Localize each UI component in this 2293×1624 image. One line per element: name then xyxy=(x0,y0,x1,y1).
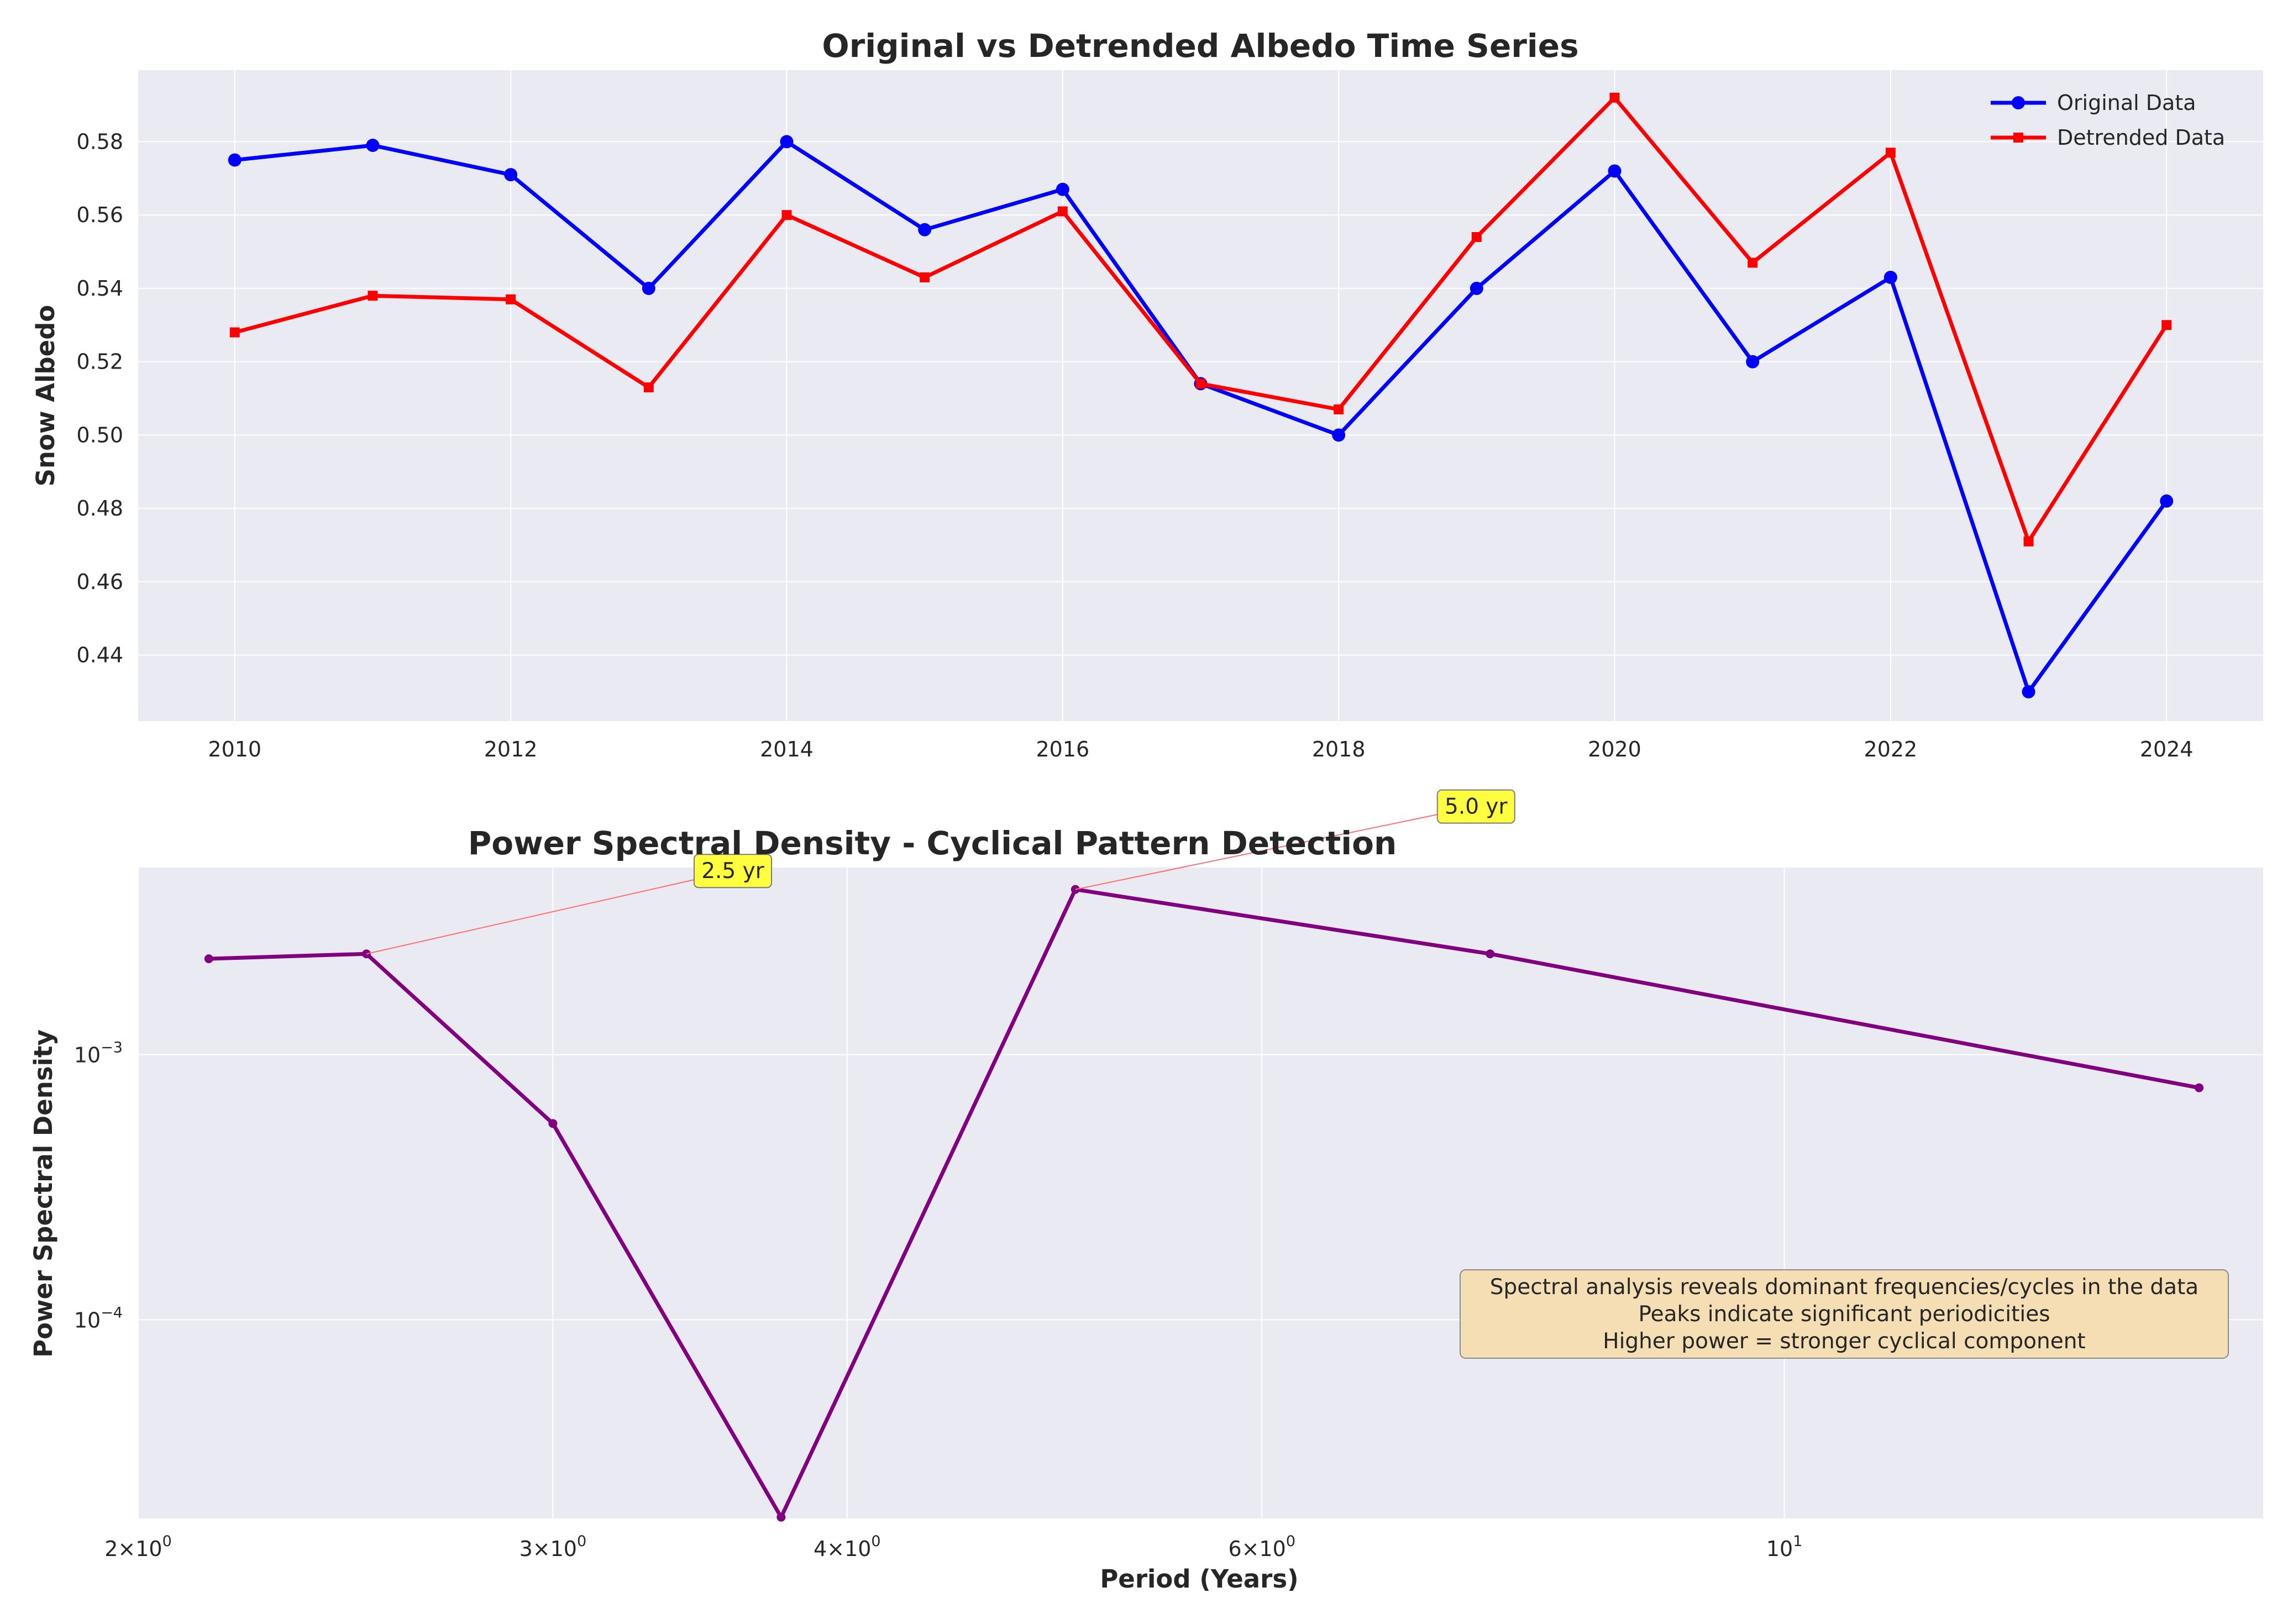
time-series-chart: 2010 2012 2014 2016 2018 2020 2022 2024 0.440.4… xyxy=(31,27,2263,761)
x-tick-label: 2012 xyxy=(484,737,538,761)
note-line-1: Spectral analysis reveals dominant frequ… xyxy=(1490,1275,2198,1300)
y-tick-label: 0.58 xyxy=(76,129,123,154)
detrended-data-point xyxy=(368,291,378,301)
time-series-data xyxy=(228,92,2174,698)
psd-x-axis-label: Period (Years) xyxy=(1100,1564,1298,1594)
detrended-data-point xyxy=(920,272,930,282)
annotation-label: 2.5 yr xyxy=(701,859,765,884)
x-tick-label: 2018 xyxy=(1312,737,1366,761)
detrended-data-point xyxy=(1195,379,1206,389)
psd-title: Power Spectral Density - Cyclical Patter… xyxy=(468,824,1397,862)
y-tick-label: 0.54 xyxy=(76,276,123,301)
detrended-data-point xyxy=(1748,257,1758,268)
x-tick-label: 2024 xyxy=(2140,737,2194,761)
y-tick-label: 0.46 xyxy=(76,570,123,594)
psd-x-ticks: 2×100 3×100 4×100 6×100 101 xyxy=(104,1533,1802,1561)
original-data-point xyxy=(1470,281,1483,295)
annotation-arrow xyxy=(1075,806,1477,890)
x-tick-label: 2020 xyxy=(1588,737,1641,761)
time-series-legend: Original Data Detrended Data xyxy=(1991,91,2225,150)
psd-data-point xyxy=(204,954,213,964)
y-tick-label: 10−4 xyxy=(74,1304,123,1332)
detrended-data-point xyxy=(1057,206,1068,217)
x-tick-label: 2×100 xyxy=(104,1533,172,1561)
x-tick-label: 6×100 xyxy=(1228,1533,1295,1561)
psd-data-point xyxy=(548,1119,558,1128)
original-data-point xyxy=(2160,494,2174,508)
original-data-point xyxy=(1056,182,1069,196)
original-data-point xyxy=(504,168,518,182)
original-data-point xyxy=(366,139,380,153)
annotation-box xyxy=(1436,789,1515,824)
original-data-point xyxy=(1608,164,1622,178)
psd-data-point xyxy=(776,1512,786,1522)
time-series-y-ticks: 0.44 0.46 0.48 0.50 0.52 0.54 0.56 0.58 xyxy=(76,129,123,667)
original-data-point xyxy=(918,223,932,236)
psd-grid xyxy=(138,868,2263,1518)
legend-original-label: Original Data xyxy=(2057,91,2196,115)
time-series-y-axis-label: Snow Albedo xyxy=(31,305,60,487)
time-series-x-ticks: 2010 2012 2014 2016 2018 2020 2022 2024 xyxy=(208,737,2193,761)
x-tick-label: 101 xyxy=(1766,1533,1803,1561)
note-line-2: Peaks indicate significant periodicities xyxy=(1638,1302,2050,1327)
y-tick-label: 0.56 xyxy=(76,203,123,227)
spectral-analysis-note: Spectral analysis reveals dominant frequ… xyxy=(1460,1269,2229,1359)
x-tick-label: 2014 xyxy=(760,737,814,761)
peak-annotation: 5.0 yr xyxy=(1075,789,1515,890)
y-tick-label: 0.48 xyxy=(76,496,123,521)
psd-data-point xyxy=(1486,949,1495,959)
detrended-data-point xyxy=(229,327,240,338)
y-tick-label: 10−3 xyxy=(74,1039,123,1068)
y-tick-label: 0.50 xyxy=(76,423,123,447)
legend-detrended-label: Detrended Data xyxy=(2057,125,2225,150)
annotation-box xyxy=(693,854,772,889)
detrended-data-point xyxy=(1471,232,1482,242)
detrended-data-point xyxy=(781,210,792,220)
time-series-grid xyxy=(138,70,2263,721)
x-tick-label: 4×100 xyxy=(814,1533,881,1561)
x-tick-label: 2016 xyxy=(1036,737,1089,761)
x-tick-label: 2010 xyxy=(208,737,261,761)
time-series-title: Original vs Detrended Albedo Time Series xyxy=(822,27,1578,65)
psd-peak-annotations: 2.5 yr 5.0 yr xyxy=(366,789,1515,955)
y-tick-label: 0.44 xyxy=(76,643,123,668)
legend-detrended-marker xyxy=(2013,133,2023,143)
detrended-data-point xyxy=(1334,404,1344,414)
psd-chart: 2×100 3×100 4×100 6×100 101 10−4 10−3 2.5 yr 5… xyxy=(29,789,2263,1594)
original-data-point xyxy=(1332,428,1346,442)
psd-plot-area xyxy=(138,868,2263,1518)
detrended-data-point xyxy=(2023,536,2034,546)
original-data-point xyxy=(642,281,655,295)
original-data-point xyxy=(1746,355,1760,369)
y-tick-label: 0.52 xyxy=(76,350,123,374)
original-data-point xyxy=(228,153,242,167)
detrended-data-point xyxy=(643,382,654,393)
time-series-plot-area xyxy=(138,70,2263,721)
detrended-data-point xyxy=(1885,148,1896,158)
annotation-label: 5.0 yr xyxy=(1445,795,1508,819)
peak-annotation: 2.5 yr xyxy=(366,854,772,955)
x-tick-label: 3×100 xyxy=(520,1533,587,1561)
psd-y-axis-label: Power Spectral Density xyxy=(29,1029,58,1358)
original-data-point xyxy=(2022,685,2035,698)
detrended-data-point xyxy=(2161,320,2172,330)
psd-data-point xyxy=(2195,1083,2204,1092)
original-data-point xyxy=(780,135,794,149)
original-data-point xyxy=(1883,270,1897,284)
note-background xyxy=(1460,1269,2229,1359)
note-line-3: Higher power = stronger cyclical compone… xyxy=(1603,1329,2085,1354)
detrended-data-point xyxy=(506,294,516,304)
legend-original-marker xyxy=(2012,96,2025,109)
x-tick-label: 2022 xyxy=(1864,737,1918,761)
psd-y-ticks: 10−4 10−3 xyxy=(74,1039,123,1333)
annotation-arrow xyxy=(366,870,733,955)
detrended-data-point xyxy=(1609,92,1620,103)
